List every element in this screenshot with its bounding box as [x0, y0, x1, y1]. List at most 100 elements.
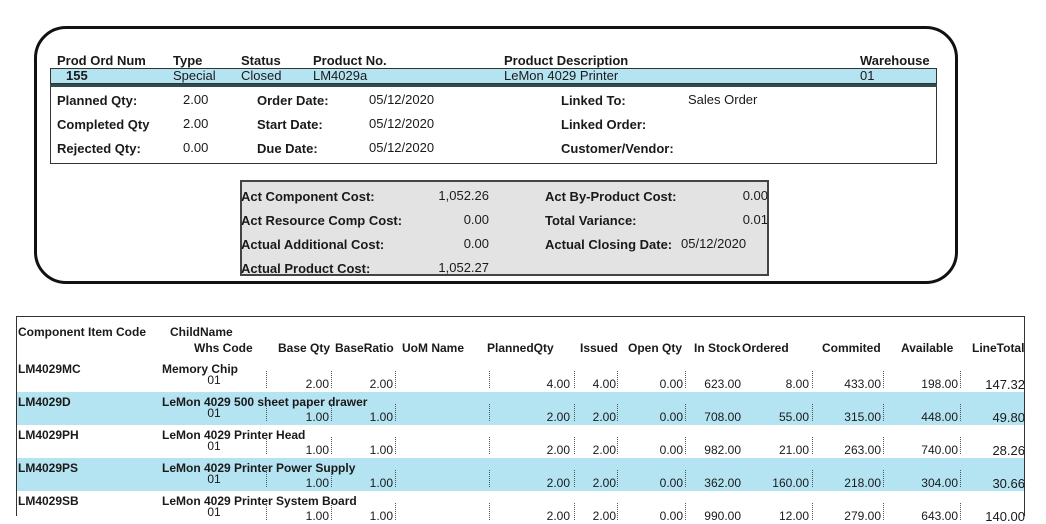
column-separator — [960, 470, 961, 487]
th-planned-qty: PlannedQty — [487, 341, 554, 355]
cell-planned-qty: 4.00 — [546, 377, 570, 391]
cell-component-code: LM4029D — [18, 395, 71, 409]
cell-available: 304.00 — [921, 476, 958, 490]
cell-in-stock: 990.00 — [704, 509, 741, 523]
th-ordered: Ordered — [742, 341, 789, 355]
column-separator — [489, 371, 490, 388]
th-issued: Issued — [580, 341, 619, 355]
table-row[interactable]: LM4029PS LeMon 4029 Printer Power Supply 0… — [17, 458, 1025, 491]
actual-product-cost-label: Actual Product Cost: — [241, 261, 371, 276]
cell-open-qty: 0.00 — [659, 509, 683, 523]
column-separator — [812, 470, 813, 487]
cell-base-ratio: 1.00 — [369, 410, 393, 424]
cell-commited: 263.00 — [844, 443, 881, 457]
cell-available: 198.00 — [921, 377, 958, 391]
table-row[interactable]: LM4029PH LeMon 4029 Printer Head 01 1.00 1.0… — [17, 425, 1025, 458]
actual-additional-cost-label: Actual Additional Cost: — [241, 237, 385, 252]
act-byproduct-cost-value: 0.00 — [742, 188, 768, 203]
cell-base-qty: 1.00 — [305, 443, 329, 457]
cell-available: 740.00 — [921, 443, 958, 457]
cell-ordered: 21.00 — [778, 443, 809, 457]
column-separator — [395, 470, 396, 487]
planned-qty-label: Planned Qty: — [57, 93, 138, 108]
cell-in-stock: 362.00 — [704, 476, 741, 490]
cell-planned-qty: 2.00 — [546, 443, 570, 457]
cell-base-ratio: 1.00 — [369, 476, 393, 490]
th-open-qty: Open Qty — [628, 341, 683, 355]
cell-in-stock: 708.00 — [704, 410, 741, 424]
cell-whs-code: 01 — [207, 406, 221, 420]
linked-to-value: Sales Order — [688, 92, 758, 107]
cell-line-total: 140.00 — [985, 509, 1025, 524]
completed-qty-value: 2.00 — [183, 116, 209, 131]
cell-base-qty: 1.00 — [305, 410, 329, 424]
linked-order-label: Linked Order: — [561, 117, 647, 132]
cell-child-name: LeMon 4029 Printer Head — [162, 428, 306, 442]
cell-planned-qty: 2.00 — [546, 509, 570, 523]
column-separator — [685, 371, 686, 388]
column-separator — [617, 437, 618, 454]
status-value: Closed — [241, 68, 282, 83]
cell-line-total: 49.80 — [992, 410, 1025, 425]
column-separator — [331, 470, 332, 487]
cell-open-qty: 0.00 — [659, 377, 683, 391]
customer-vendor-label: Customer/Vendor: — [561, 141, 674, 156]
table-row[interactable]: LM4029SB LeMon 4029 Printer System Board 0… — [17, 491, 1025, 524]
cell-component-code: LM4029SB — [18, 494, 79, 508]
closing-date-label: Actual Closing Date: — [545, 237, 673, 252]
cell-ordered: 12.00 — [778, 509, 809, 523]
cell-line-total: 28.26 — [992, 443, 1025, 458]
order-summary-row — [50, 68, 937, 84]
col-status: Status — [241, 53, 281, 68]
column-separator — [812, 437, 813, 454]
column-separator — [883, 404, 884, 421]
th-childname: ChildName — [170, 325, 233, 339]
cell-component-code: LM4029PS — [18, 461, 79, 475]
product-description-value: LeMon 4029 Printer — [504, 68, 619, 83]
act-resource-cost-label: Act Resource Comp Cost: — [241, 213, 403, 228]
cell-planned-qty: 2.00 — [546, 410, 570, 424]
th-whs-code: Whs Code — [194, 341, 253, 355]
production-order-header-card — [34, 26, 958, 284]
cell-issued: 2.00 — [592, 476, 616, 490]
column-separator — [685, 404, 686, 421]
th-base-ratio: BaseRatio — [335, 341, 394, 355]
cell-open-qty: 0.00 — [659, 476, 683, 490]
th-commited: Commited — [822, 341, 881, 355]
planned-qty-value: 2.00 — [183, 92, 209, 107]
total-variance-label: Total Variance: — [545, 213, 637, 228]
closing-date-value: 05/12/2020 — [681, 236, 747, 251]
cell-base-qty: 2.00 — [305, 377, 329, 391]
order-date-value: 05/12/2020 — [369, 92, 435, 107]
cell-base-ratio: 1.00 — [369, 509, 393, 523]
th-available: Available — [901, 341, 954, 355]
cell-issued: 2.00 — [592, 509, 616, 523]
column-separator — [617, 470, 618, 487]
column-separator — [266, 371, 267, 388]
table-row[interactable]: LM4029D LeMon 4029 500 sheet paper drawer… — [17, 392, 1025, 425]
th-in-stock: In Stock — [694, 341, 741, 355]
cost-summary-panel — [240, 180, 769, 276]
column-separator — [617, 371, 618, 388]
cell-issued: 4.00 — [592, 377, 616, 391]
cell-whs-code: 01 — [207, 373, 221, 387]
actual-product-cost-value: 1,052.27 — [438, 260, 489, 275]
cell-line-total: 30.66 — [992, 476, 1025, 491]
actual-additional-cost-value: 0.00 — [463, 236, 489, 251]
th-uom-name: UoM Name — [402, 341, 465, 355]
column-separator — [489, 437, 490, 454]
cell-commited: 218.00 — [844, 476, 881, 490]
table-row[interactable]: LM4029MC Memory Chip 01 2.00 2.00 4.00 4.00 0.0… — [17, 359, 1025, 392]
cell-child-name: LeMon 4029 500 sheet paper drawer — [162, 395, 368, 409]
column-separator — [489, 470, 490, 487]
order-date-label: Order Date: — [257, 93, 329, 108]
th-line-total: LineTotal — [972, 341, 1025, 355]
cell-open-qty: 0.00 — [659, 443, 683, 457]
cell-available: 643.00 — [921, 509, 958, 523]
completed-qty-label: Completed Qty — [57, 117, 150, 132]
column-separator — [960, 371, 961, 388]
product-no-value: LM4029a — [313, 68, 368, 83]
quantities-panel — [50, 87, 937, 164]
start-date-label: Start Date: — [257, 117, 323, 132]
act-byproduct-cost-label: Act By-Product Cost: — [545, 189, 677, 204]
